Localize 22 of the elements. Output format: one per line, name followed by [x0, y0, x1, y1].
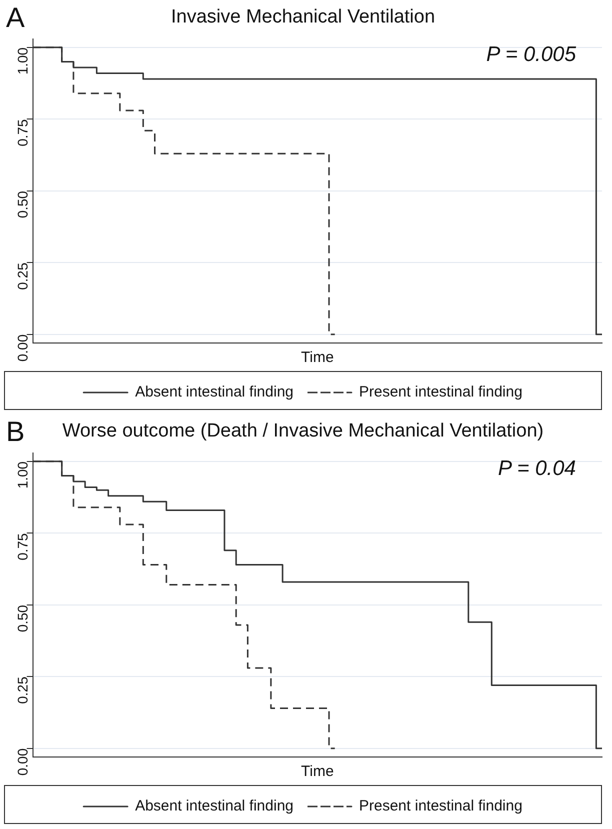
x-axis-title: Time [301, 349, 334, 366]
x-axis-title: Time [301, 763, 334, 780]
y-tick-label: 1.00 [14, 461, 31, 489]
legend-label: Absent intestinal finding [135, 384, 294, 401]
y-tick-label: 0.00 [14, 334, 31, 362]
y-tick-label: 0.00 [14, 748, 31, 776]
y-tick-label: 1.00 [14, 47, 31, 75]
text: B [6, 416, 25, 448]
y-tick-label: 0.25 [14, 262, 31, 290]
legend-label: Absent intestinal finding [135, 798, 294, 815]
chart-title: Worse outcome (Death / Invasive Mechanical Ventilation) [62, 420, 544, 442]
y-tick-label: 0.50 [14, 604, 31, 632]
annotation: P = 0.005 [486, 43, 576, 66]
chart-title: Invasive Mechanical Ventilation [170, 6, 436, 28]
legend-label: Present intestinal finding [359, 798, 522, 815]
text: A [6, 2, 25, 34]
y-tick-label: 0.25 [14, 676, 31, 704]
legend-label: Present intestinal finding [359, 384, 522, 401]
y-tick-label: 0.50 [14, 190, 31, 218]
y-tick-label: 0.75 [14, 532, 31, 560]
annotation: P = 0.04 [498, 457, 576, 480]
y-tick-label: 0.75 [14, 118, 31, 146]
